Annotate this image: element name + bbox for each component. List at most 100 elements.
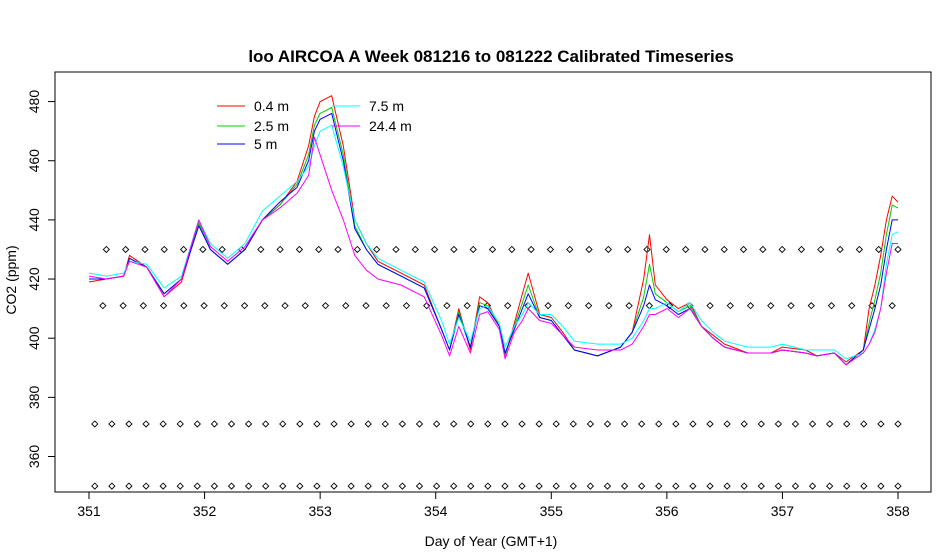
flag-marker: [827, 302, 836, 310]
flag-marker: [450, 482, 458, 490]
flag-marker: [723, 482, 731, 490]
flag-marker: [552, 482, 560, 490]
flag-marker: [443, 302, 451, 310]
x-axis-title: Day of Year (GMT+1): [425, 533, 558, 549]
flag-marker: [860, 420, 868, 428]
legend-label: 0.4 m: [254, 98, 289, 114]
x-tick-label: 353: [308, 503, 332, 519]
flag-marker: [244, 420, 253, 428]
flag-marker: [220, 302, 228, 310]
flag-markers: [91, 245, 902, 490]
flag-marker: [176, 482, 184, 490]
flag-marker: [875, 245, 883, 254]
flag-marker: [655, 482, 663, 490]
flag-marker: [484, 482, 492, 490]
flag-marker: [382, 302, 390, 310]
flag-marker: [313, 482, 321, 490]
flag-marker: [807, 302, 815, 310]
flag-marker: [91, 420, 99, 428]
flag-marker: [108, 482, 116, 490]
y-axis-title: CO2 (ppm): [3, 245, 19, 314]
flag-marker: [176, 420, 184, 428]
flag-marker: [701, 245, 709, 254]
flag-marker: [159, 302, 168, 310]
x-tick-label: 355: [540, 503, 564, 519]
flag-marker: [720, 245, 728, 254]
flag-marker: [843, 420, 851, 428]
flag-marker: [262, 482, 270, 490]
flag-marker: [353, 245, 361, 254]
flag-marker: [624, 245, 632, 254]
flag-marker: [415, 482, 424, 490]
flag-marker: [797, 245, 806, 254]
flag-marker: [817, 245, 825, 254]
x-tick-label: 352: [193, 503, 217, 519]
flag-marker: [740, 420, 748, 428]
flag-marker: [179, 245, 188, 254]
flag-marker: [330, 482, 338, 490]
x-tick-label: 358: [886, 503, 910, 519]
flag-marker: [159, 420, 167, 428]
x-tick-label: 351: [77, 503, 101, 519]
flag-marker: [564, 302, 573, 310]
flag-marker: [739, 245, 748, 254]
flag-marker: [508, 245, 516, 254]
flag-marker: [244, 482, 253, 490]
flag-marker: [423, 302, 431, 310]
flag-marker: [757, 420, 765, 428]
flag-marker: [450, 245, 458, 254]
flag-marker: [193, 482, 201, 490]
flag-marker: [620, 482, 629, 490]
flag-marker: [681, 245, 690, 254]
flag-marker: [552, 420, 560, 428]
flag-marker: [527, 245, 535, 254]
flag-marker: [501, 482, 509, 490]
flag-marker: [381, 482, 389, 490]
flag-marker: [836, 245, 844, 254]
flag-marker: [301, 302, 309, 310]
chart-title: loo AIRCOA A Week 081216 to 081222 Calib…: [248, 47, 733, 66]
flag-marker: [787, 302, 795, 310]
flag-marker: [91, 482, 99, 490]
flag-marker: [295, 245, 304, 254]
flag-marker: [227, 420, 236, 428]
flag-marker: [257, 245, 265, 254]
flag-marker: [315, 245, 323, 254]
flag-marker: [791, 420, 800, 428]
flag-marker: [546, 245, 555, 254]
flag-marker: [808, 420, 817, 428]
flag-marker: [774, 482, 783, 490]
flag-marker: [569, 482, 577, 490]
flag-marker: [432, 482, 441, 490]
series-line: [88, 136, 898, 366]
flag-marker: [364, 482, 372, 490]
flag-marker: [210, 420, 219, 428]
y-tick-label: 480: [26, 90, 42, 114]
flag-marker: [759, 245, 767, 254]
series-line: [89, 112, 898, 366]
flag-marker: [160, 245, 168, 254]
flag-marker: [638, 420, 646, 428]
flag-marker: [645, 302, 653, 310]
flag-marker: [296, 482, 304, 490]
flag-marker: [321, 302, 330, 310]
y-tick-label: 460: [26, 149, 42, 173]
flag-marker: [740, 482, 748, 490]
flag-marker: [330, 420, 338, 428]
flag-marker: [726, 302, 734, 310]
flag-marker: [402, 302, 411, 310]
flag-marker: [585, 245, 593, 254]
flag-marker: [142, 482, 150, 490]
flag-marker: [586, 482, 595, 490]
flag-marker: [723, 420, 731, 428]
flag-marker: [430, 245, 439, 254]
flag-marker: [843, 482, 851, 490]
legend-label: 24.4 m: [369, 118, 412, 134]
flag-marker: [240, 302, 249, 310]
series-lines: [88, 95, 899, 366]
legend-label: 5 m: [254, 136, 277, 152]
flag-marker: [398, 482, 407, 490]
flag-marker: [746, 302, 755, 310]
flag-marker: [826, 420, 834, 428]
